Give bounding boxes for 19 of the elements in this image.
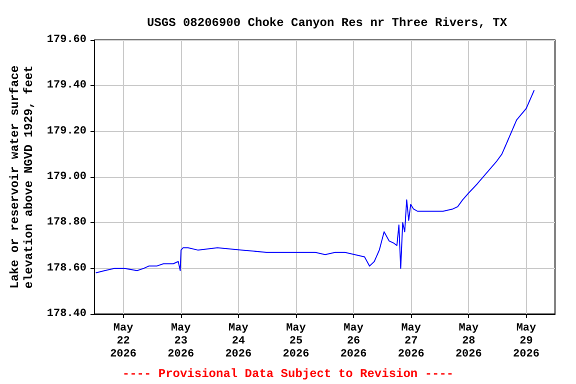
x-tick-label: May 26 2026 xyxy=(340,322,367,360)
y-tick-label: 179.40 xyxy=(46,80,87,92)
line-series xyxy=(95,90,535,274)
x-tick-label: May 25 2026 xyxy=(282,322,310,360)
y-tick-label: 179.00 xyxy=(46,171,87,183)
y-tick-label: 179.20 xyxy=(46,125,87,138)
x-tick-label: May 29 2026 xyxy=(513,322,540,360)
y-tick-label: 179.60 xyxy=(46,34,87,46)
y-tick-label: 178.40 xyxy=(46,308,87,320)
x-tick-label: May 28 2026 xyxy=(455,322,482,360)
y-tick-label: 178.80 xyxy=(46,216,87,229)
x-tick-label: May 24 2026 xyxy=(225,322,252,360)
x-tick-label: May 22 2026 xyxy=(110,322,136,360)
x-tick-label: May 27 2026 xyxy=(398,322,424,360)
chart-title: USGS 08206900 Choke Canyon Res nr Three Rivers, TX xyxy=(146,16,508,30)
y-tick-label: 178.60 xyxy=(46,262,87,274)
text: ---- Provisional Data Subject to Revision ---- xyxy=(122,367,454,381)
x-tick-label: May 23 2026 xyxy=(168,322,194,360)
y-axis-title: Lake or reservoir water surface elevation above NGVD 1929, feet xyxy=(8,65,36,289)
